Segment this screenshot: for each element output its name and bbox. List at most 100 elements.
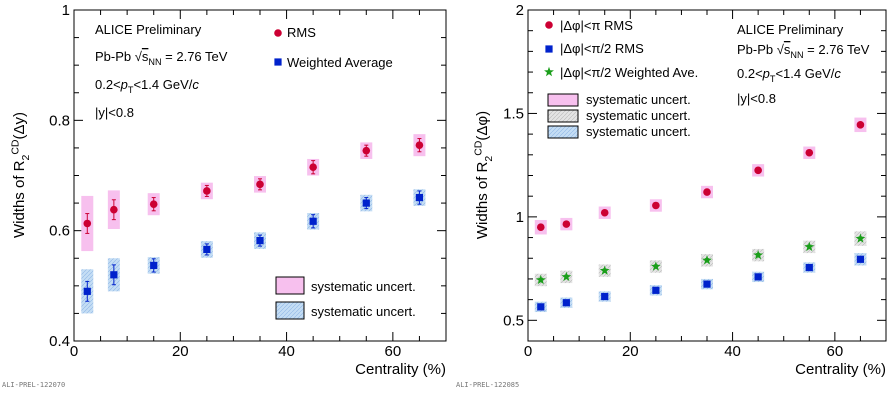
data-point [110, 271, 118, 279]
data-point [561, 271, 572, 282]
data-point [256, 180, 264, 189]
legend-label-rms: |Δφ|<π RMS [560, 18, 633, 33]
data-point [150, 261, 158, 270]
y-tick-label: 0.5 [503, 312, 524, 329]
y-axis-title: Widths of R2CD(Δy) [9, 112, 32, 238]
data-point [804, 241, 815, 252]
data-point [805, 148, 814, 157]
data-point [856, 255, 865, 263]
data-point [203, 245, 211, 254]
data-point [415, 141, 424, 149]
legend-sys-box-pink [275, 276, 305, 295]
data-point [601, 292, 609, 301]
y-tick-label: 1 [62, 2, 70, 19]
legend-sys-label: systematic uncert. [311, 304, 416, 319]
legend-marker-rms [545, 21, 553, 29]
legend-sys-label: systematic uncert. [586, 124, 691, 139]
legend-label-weighted: |Δφ|<π/2 Weighted Ave. [560, 65, 698, 80]
legend-marker-rms-half [545, 45, 553, 53]
data-point [855, 233, 866, 243]
legend-marker-wavg [274, 58, 282, 66]
data-point [562, 299, 570, 307]
legend-label-rms-half: |Δφ|<π/2 RMS [560, 41, 644, 56]
legend-sys-box-blue [547, 125, 579, 139]
series-1 [81, 134, 426, 252]
x-axis-title: Centrality (%) [355, 361, 446, 378]
legend-marker-rms [274, 29, 282, 37]
y-axis-title: Widths of R2CD(Δφ) [472, 111, 495, 239]
figure-ref-right: ALI-PREL-122085 [456, 381, 520, 389]
annotation-pt: 0.2<pT<1.4 GeV/c [95, 77, 199, 95]
legend-sys-box-gray [547, 109, 579, 123]
legend-right: |Δφ|<π RMS |Δφ|<π/2 RMS |Δφ|<π/2 Weighted … [544, 18, 698, 139]
legend-sys-box-blue [275, 301, 305, 320]
annotations-left: ALICE Preliminary Pb-Pb √sNN = 2.76 TeV 0.… [95, 22, 228, 120]
annotation-y: |y|<0.8 [737, 91, 776, 106]
legend-sys-box-pink [547, 93, 579, 107]
y-tick-label: 0.6 [49, 223, 70, 240]
annotation-title: ALICE Preliminary [95, 22, 202, 37]
data-point [805, 263, 813, 272]
data-point [652, 286, 660, 294]
x-tick-label: 0 [524, 343, 532, 360]
series-2 [81, 189, 426, 314]
series-2 [534, 253, 867, 313]
data-point [149, 200, 158, 208]
data-point [536, 223, 545, 232]
annotation-y: |y|<0.8 [95, 105, 134, 120]
data-point [203, 187, 211, 195]
data-point [650, 261, 661, 271]
figure-ref-left: ALI-PREL-122070 [2, 381, 66, 389]
x-tick-label: 60 [827, 343, 844, 360]
data-point [702, 255, 712, 265]
y-tick-label: 0.4 [49, 333, 70, 350]
x-tick-label: 40 [724, 343, 741, 360]
annotation-title: ALICE Preliminary [737, 22, 844, 37]
y-tick-label: 1 [516, 209, 524, 226]
y-axis-title-text: Widths of R2CD(Δφ) [472, 111, 495, 239]
annotations-right: ALICE Preliminary Pb-Pb √sNN = 2.76 TeV 0.… [737, 22, 870, 106]
data-point [703, 280, 711, 288]
data-point [415, 193, 424, 202]
data-point [754, 273, 762, 281]
data-point [83, 219, 92, 228]
data-point [256, 236, 264, 245]
data-point [535, 274, 546, 285]
legend-left: RMS Weighted Average systematic uncert. sys… [274, 25, 416, 320]
x-tick-label: 60 [385, 343, 402, 360]
y-tick-label: 0.8 [49, 112, 70, 129]
plot-frame [527, 9, 887, 342]
x-tick-label: 40 [278, 343, 295, 360]
data-point [754, 166, 762, 175]
x-tick-label: 20 [172, 343, 189, 360]
x-axis-title: Centrality (%) [795, 361, 886, 378]
y-axis-title-text: Widths of R2CD(Δy) [9, 112, 32, 238]
data-point [110, 205, 118, 214]
data-point [309, 163, 317, 172]
data-point [856, 121, 865, 129]
series-3 [534, 231, 867, 287]
data-point [362, 199, 370, 207]
data-point [309, 217, 317, 225]
legend-sys-label: systematic uncert. [311, 279, 416, 294]
data-point [362, 146, 371, 155]
data-point [703, 188, 711, 196]
annotation-pt: 0.2<pT<1.4 GeV/c [737, 66, 841, 84]
data-point [600, 208, 609, 217]
x-tick-label: 0 [70, 343, 78, 360]
annotation-system: Pb-Pb √sNN = 2.76 TeV [95, 49, 228, 67]
x-tick-label: 20 [622, 343, 639, 360]
data-point [562, 220, 571, 228]
data-point [83, 287, 91, 295]
data-point [537, 303, 545, 311]
legend-sys-label: systematic uncert. [586, 108, 691, 123]
legend-marker-weighted [544, 66, 554, 77]
y-tick-label: 2 [516, 2, 524, 19]
data-point [753, 249, 764, 260]
annotation-system: Pb-Pb √sNN = 2.76 TeV [737, 42, 870, 60]
data-point [599, 265, 610, 275]
legend-label-rms: RMS [287, 25, 316, 40]
